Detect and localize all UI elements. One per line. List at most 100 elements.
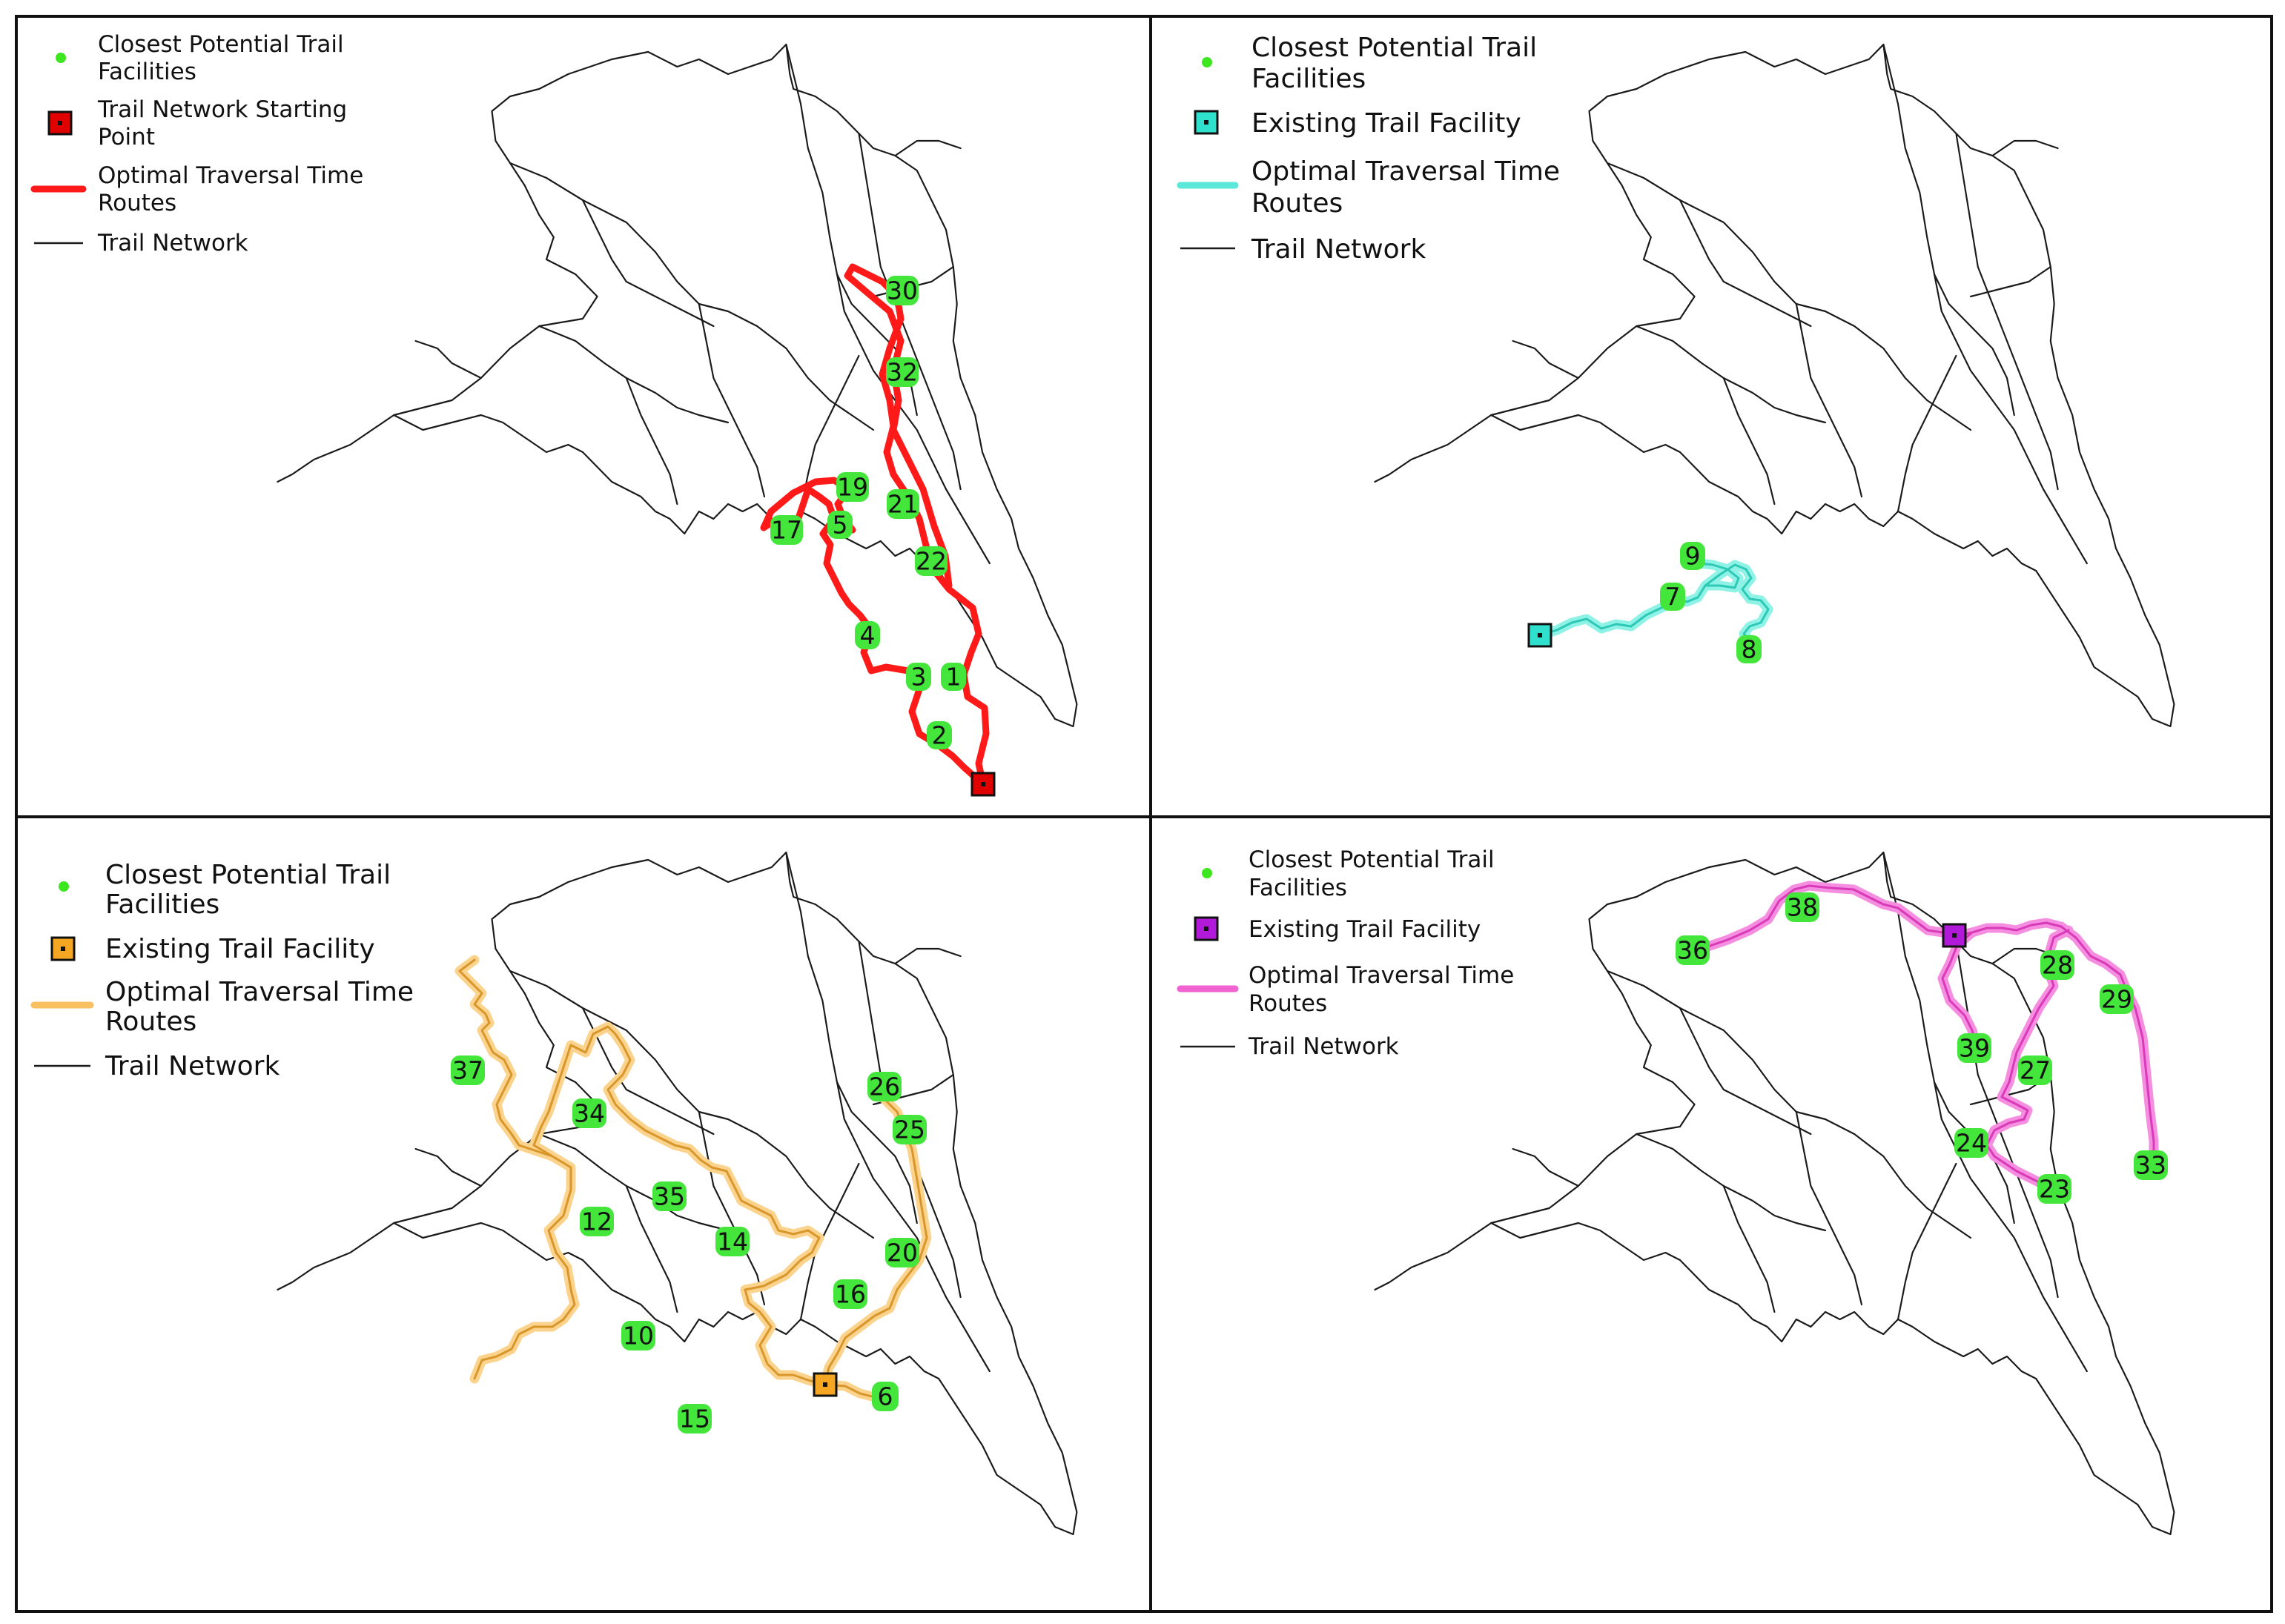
facility-label: 19 (837, 473, 868, 502)
facility-marker-bg (2100, 984, 2134, 1014)
facility-marker-bg (941, 663, 966, 691)
route-halo (1694, 881, 2159, 1191)
facility-marker: 10 (621, 1321, 655, 1350)
legend: Closest Potential Trail Facilities Exist… (1177, 846, 1514, 1060)
facility-marker: 9 (1680, 542, 1705, 571)
facility-labels: 9 7 8 (1660, 542, 1762, 664)
facility-marker-bg (886, 357, 919, 387)
facility-label: 17 (771, 516, 802, 545)
facility-label: 34 (574, 1099, 605, 1128)
legend-facility-label-1: Closest Potential Trail (1251, 33, 1537, 63)
legend-facility-label-2: Facilities (1251, 64, 1366, 94)
legend: Closest Potential Trail Facilities Trail… (30, 31, 363, 256)
legend-facility-square-dot (1204, 927, 1208, 931)
facility-marker-bg (1680, 542, 1705, 570)
facility-marker: 27 (2018, 1055, 2052, 1085)
existing-facility-dot (1538, 633, 1542, 637)
facility-marker-bg (451, 1055, 485, 1085)
facility-marker-bg (2018, 1055, 2052, 1085)
legend-route-label-1: Optimal Traversal Time (1249, 962, 1514, 989)
panel-top-left: Closest Potential Trail Facilities Trail… (30, 31, 1078, 797)
facility-label: 7 (1665, 583, 1681, 612)
facility-marker: 19 (836, 472, 869, 502)
facility-marker-bg (855, 621, 880, 649)
legend-facility-label-2: Facilities (98, 59, 196, 85)
facility-marker-bg (887, 489, 919, 519)
legend-trail-label: Trail Network (1251, 234, 1426, 265)
existing-facility-marker (1942, 923, 1967, 948)
legend-facility-label-2: Facilities (105, 889, 219, 920)
legend-facility-dot-icon (59, 881, 69, 892)
facility-marker: 23 (2037, 1174, 2071, 1204)
facility-marker-bg (715, 1227, 750, 1256)
facility-marker: 4 (855, 621, 880, 650)
facility-marker: 24 (1954, 1128, 1988, 1158)
facility-marker: 8 (1736, 635, 1762, 664)
legend-facility-label-1: Closest Potential Trail (105, 860, 391, 890)
facility-marker-bg (893, 1115, 927, 1144)
facility-marker: 26 (867, 1072, 902, 1101)
facility-label: 10 (623, 1322, 654, 1350)
facility-marker-bg (915, 546, 948, 576)
facility-marker-bg (886, 276, 919, 305)
facility-label: 30 (887, 276, 918, 305)
facility-label: 14 (717, 1227, 748, 1256)
facility-label: 38 (1787, 893, 1818, 922)
trail-network (1374, 43, 2175, 728)
facility-label: 5 (833, 511, 848, 540)
facility-label: 9 (1685, 542, 1701, 571)
legend: Closest Potential Trail Facilities Exist… (1177, 33, 1560, 265)
existing-facility-dot (823, 1382, 827, 1387)
facility-marker: 34 (572, 1098, 606, 1128)
facility-marker: 15 (678, 1404, 712, 1434)
facility-marker: 36 (1676, 935, 1710, 965)
facility-label: 2 (932, 721, 948, 750)
legend-facility-square-dot (1204, 120, 1208, 125)
legend-start-label-2: Point (98, 124, 155, 150)
facility-labels: 37 34 35 12 14 26 (451, 1055, 927, 1434)
facility-marker: 39 (1957, 1033, 1991, 1063)
facility-marker: 7 (1660, 583, 1685, 612)
legend-route-label-1: Optimal Traversal Time (1251, 156, 1560, 187)
legend-existing-label: Existing Trail Facility (1251, 108, 1521, 139)
legend-existing-label: Existing Trail Facility (1249, 916, 1481, 943)
start-point-marker (970, 772, 996, 797)
legend-facility-label-1: Closest Potential Trail (1249, 846, 1495, 873)
panel-bottom-right: Closest Potential Trail Facilities Exist… (1177, 846, 2175, 1536)
facility-marker-bg (770, 515, 803, 545)
facility-label: 25 (894, 1116, 925, 1144)
facility-marker-bg (2040, 950, 2074, 980)
facility-label: 6 (878, 1382, 893, 1411)
facility-marker: 30 (886, 276, 919, 305)
facility-marker-bg (1676, 935, 1710, 965)
route-west-loop (760, 477, 987, 788)
facility-marker: 16 (833, 1279, 867, 1309)
route-line (1698, 884, 2155, 1187)
facility-marker-bg (1957, 1033, 1991, 1063)
facility-marker-bg (833, 1279, 867, 1309)
route-halo (1535, 558, 1773, 657)
facility-marker: 17 (770, 515, 803, 545)
facility-marker: 2 (927, 721, 952, 750)
existing-facility-dot (1952, 933, 1957, 938)
legend-facility-dot-icon (1202, 57, 1212, 67)
legend-route-label-2: Routes (1251, 188, 1343, 219)
facility-label: 29 (2101, 985, 2132, 1014)
panel-top-left-frame (15, 15, 1152, 818)
facility-marker-bg (836, 472, 869, 502)
legend-facility-dot-icon (1202, 868, 1212, 878)
facility-labels: 30 32 19 21 17 5 (770, 276, 966, 750)
legend-facility-label-1: Closest Potential Trail (98, 31, 344, 58)
facility-marker: 14 (715, 1227, 750, 1256)
facility-marker-bg (827, 511, 853, 539)
facility-label: 12 (581, 1207, 612, 1236)
legend-route-label-2: Routes (98, 190, 176, 216)
facility-label: 16 (835, 1280, 866, 1309)
panel-top-right: Closest Potential Trail Facilities Exist… (1177, 33, 2175, 728)
legend-start-square-dot (58, 121, 62, 125)
facility-labels: 36 38 28 29 39 27 (1676, 892, 2168, 1204)
panel-bottom-right-frame (1149, 815, 2273, 1613)
panel-bottom-left: Closest Potential Trail Facilities Exist… (30, 851, 1078, 1536)
facility-label: 35 (654, 1182, 685, 1211)
facility-label: 22 (916, 547, 947, 576)
